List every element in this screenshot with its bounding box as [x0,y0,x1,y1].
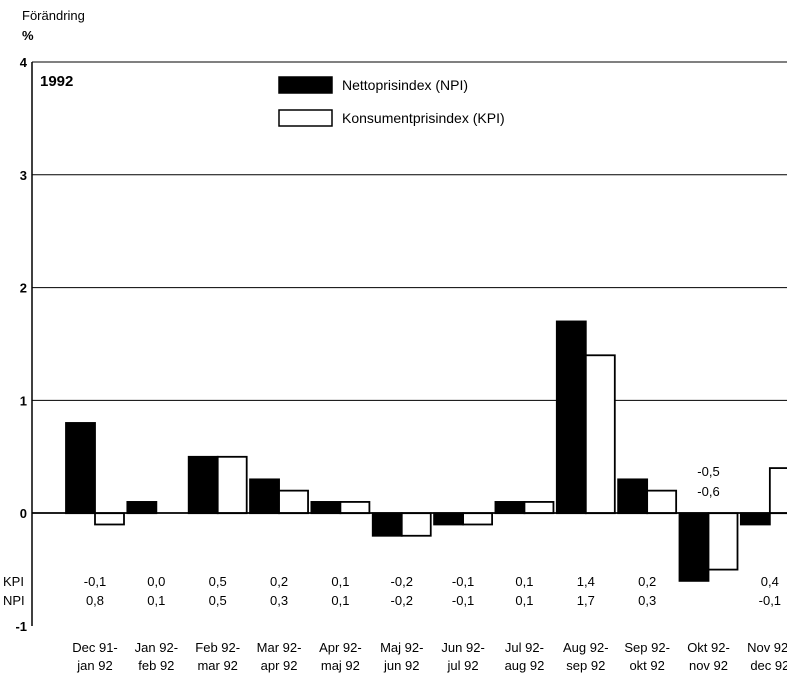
legend: Nettoprisindex (NPI) Konsumentprisindex … [278,76,505,127]
data-label-npi: 0,1 [515,593,533,608]
bar-npi [433,512,465,526]
x-tick-label-line1: Nov 92- [747,640,787,655]
x-tick-label-line2: jun 92 [383,658,419,673]
bar-kpi [278,489,309,515]
bar-npi [310,501,342,515]
data-label-kpi: -0,1 [84,574,106,589]
x-tick-label-line2: mar 92 [197,658,237,673]
data-label-kpi: -0,1 [452,574,474,589]
legend-label-kpi: Konsumentprisindex (KPI) [342,110,505,126]
value-table: -0,1 0,8 0,0 0,1 0,5 0,5 0,2 0,3 0,1 0,1 -0,2 -0,2 -… [84,464,781,608]
x-tick-label-line2: sep 92 [566,658,605,673]
data-label-npi: 0,5 [209,593,227,608]
bar-npi [65,422,96,515]
x-tick-label-line1: Aug 92- [563,640,609,655]
data-label-kpi: 1,4 [577,574,595,589]
bar-npi [555,320,587,515]
bar-kpi [339,501,371,515]
x-tick-label-line2: feb 92 [138,658,174,673]
data-label-npi: 0,1 [147,593,165,608]
year-label: 1992 [40,73,73,90]
bar-kpi [523,501,555,515]
y-tick-label: 2 [20,281,27,296]
data-label-npi: 0,3 [638,593,656,608]
legend-label-npi: Nettoprisindex (NPI) [342,77,468,93]
bar-npi [739,512,771,526]
y-tick-label: 3 [20,168,27,183]
bar-kpi [216,455,248,515]
x-tick-label-line1: Dec 91- [72,640,118,655]
data-label-kpi: 0,5 [209,574,227,589]
x-tick-label-line1: Mar 92- [257,640,302,655]
data-label-npi: -0,1 [759,593,781,608]
table-row-label-kpi: KPI [3,574,24,589]
legend-swatch-npi [278,76,333,94]
x-tick-label-line1: Jul 92- [505,640,544,655]
x-tick-label-line2: okt 92 [629,658,664,673]
y-tick-label: 4 [20,55,28,70]
data-label-npi: -0,6 [697,484,719,499]
x-tick-label-line2: aug 92 [505,658,545,673]
x-tick-label-line1: Okt 92- [687,640,730,655]
table-row-label-npi: NPI [3,593,25,608]
x-tick-label-line1: Apr 92- [319,640,362,655]
y-axis-title-line2: % [22,28,34,43]
data-label-kpi: 0,2 [638,574,656,589]
data-label-npi: 0,8 [86,593,104,608]
data-label-kpi: 0,4 [761,574,779,589]
y-tick-label: 0 [20,506,27,521]
legend-swatch-kpi [278,109,333,127]
data-label-kpi: 0,0 [147,574,165,589]
bars [65,320,787,582]
x-tick-labels: Dec 91- jan 92 Jan 92- feb 92 Feb 92- mar 92 M… [72,640,787,673]
data-label-npi: -0,2 [391,593,413,608]
x-tick-label-line2: maj 92 [321,658,360,673]
bar-kpi [768,467,787,515]
data-label-kpi: -0,2 [391,574,413,589]
bar-npi [249,478,280,515]
gridlines [32,61,787,401]
bar-kpi [584,354,616,515]
x-tick-label-line2: jan 92 [76,658,112,673]
bar-kpi [462,512,494,526]
bar-kpi [646,489,678,515]
bar-npi [187,455,219,515]
bar-npi [494,501,526,515]
bar-npi [126,501,158,515]
x-tick-label-line2: dec 92 [750,658,787,673]
x-tick-label-line1: Feb 92- [195,640,240,655]
x-tick-label-line1: Jun 92- [441,640,484,655]
y-axis-title-line1: Förändring [22,8,85,23]
data-label-kpi: 0,1 [515,574,533,589]
x-tick-label-line2: apr 92 [261,658,298,673]
data-label-npi: -0,1 [452,593,474,608]
bar-npi [678,512,710,582]
data-label-kpi: 0,2 [270,574,288,589]
y-tick-labels: 4 3 2 1 0 -1 [15,55,27,634]
x-tick-label-line1: Sep 92- [624,640,670,655]
x-tick-label-line2: jul 92 [447,658,479,673]
x-tick-label-line1: Jan 92- [135,640,178,655]
x-tick-label-line2: nov 92 [689,658,728,673]
y-tick-label: -1 [15,619,27,634]
bar-kpi [94,512,125,526]
data-label-kpi: 0,1 [331,574,349,589]
bar-kpi [400,512,432,537]
data-label-npi: 0,3 [270,593,288,608]
data-label-npi: 1,7 [577,593,595,608]
bar-npi [617,478,649,515]
bar-npi [371,512,403,537]
y-tick-label: 1 [20,393,27,408]
data-label-kpi: -0,5 [697,464,719,479]
x-tick-label-line1: Maj 92- [380,640,423,655]
bar-kpi [707,512,739,571]
data-label-npi: 0,1 [331,593,349,608]
